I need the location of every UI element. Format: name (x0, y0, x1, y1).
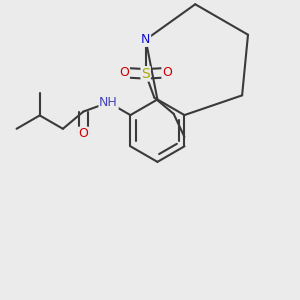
Text: S: S (141, 67, 150, 81)
Text: O: O (162, 66, 172, 79)
Text: N: N (141, 33, 150, 46)
Text: O: O (119, 66, 129, 79)
Text: O: O (78, 128, 88, 140)
Text: NH: NH (99, 96, 118, 109)
